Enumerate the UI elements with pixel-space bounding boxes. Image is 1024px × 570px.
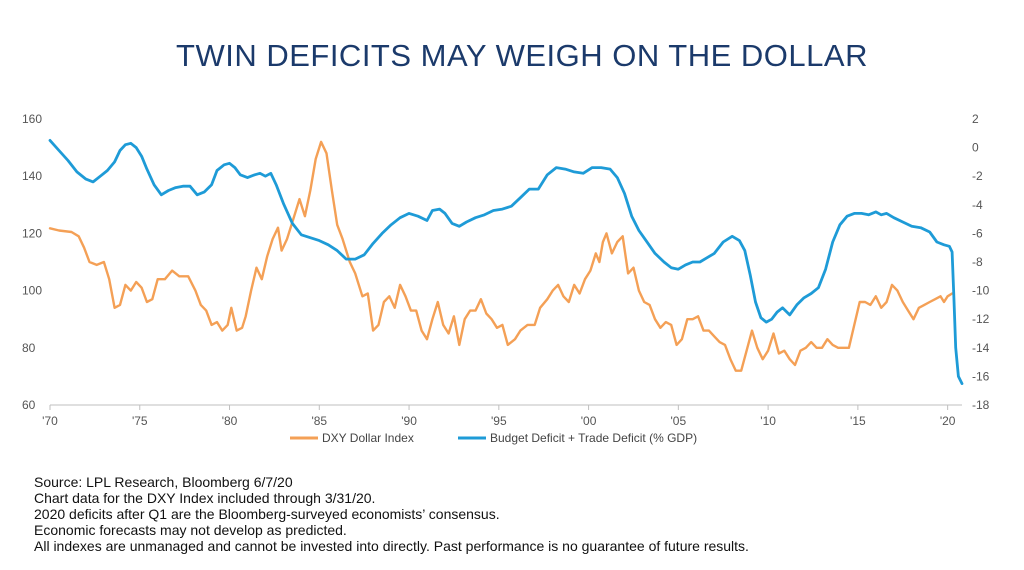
x-tick-label: '10 [760, 414, 776, 428]
right-tick-label: -18 [972, 398, 990, 412]
left-tick-label: 160 [22, 112, 42, 126]
x-tick-label: '00 [581, 414, 597, 428]
left-tick-label: 60 [22, 398, 36, 412]
chart-notes: Source: LPL Research, Bloomberg 6/7/20 C… [34, 474, 749, 554]
x-tick-label: '70 [42, 414, 58, 428]
x-tick-label: '15 [850, 414, 866, 428]
left-tick-label: 100 [22, 284, 42, 298]
left-tick-label: 80 [22, 341, 36, 355]
disclaimer-note: All indexes are unmanaged and cannot be … [34, 538, 749, 554]
right-tick-label: -16 [972, 369, 990, 383]
right-axis-ticks: 2 0 -2 -4 -6 -8 -10 -12 -14 -16 -18 [972, 112, 990, 412]
x-tick-label: '20 [940, 414, 956, 428]
x-tick-label: '05 [671, 414, 687, 428]
right-tick-label: 2 [972, 112, 979, 126]
deficit-consensus-note: 2020 deficits after Q1 are the Bloomberg… [34, 506, 500, 522]
twin-deficits-chart: 60 80 100 120 140 160 2 0 -2 -4 -6 -8 -10 -12 -14 -16 -… [22, 112, 990, 445]
x-tick-label: '75 [132, 414, 148, 428]
x-axis-ticks: '70 '75 '80 '85 '90 '95 '00 '05 '10 '15 '20 [42, 405, 956, 428]
right-tick-label: -14 [972, 341, 990, 355]
x-tick-label: '85 [311, 414, 327, 428]
chart-legend: DXY Dollar Index Budget Deficit + Trade … [290, 431, 697, 445]
left-axis-ticks: 60 80 100 120 140 160 [22, 112, 42, 412]
right-tick-label: -12 [972, 312, 990, 326]
dxy-data-note: Chart data for the DXY Index included th… [34, 490, 376, 506]
right-tick-label: 0 [972, 141, 979, 155]
x-tick-label: '80 [222, 414, 238, 428]
right-tick-label: -6 [972, 226, 983, 240]
x-tick-label: '90 [401, 414, 417, 428]
dxy-dollar-index-line [48, 140, 954, 372]
x-tick-label: '95 [491, 414, 507, 428]
legend-deficit-label: Budget Deficit + Trade Deficit (% GDP) [490, 431, 697, 445]
legend-dxy-label: DXY Dollar Index [322, 431, 414, 445]
left-tick-label: 120 [22, 226, 42, 240]
forecast-note: Economic forecasts may not develop as pr… [34, 522, 347, 538]
source-note: Source: LPL Research, Bloomberg 6/7/20 [34, 474, 293, 490]
right-tick-label: -8 [972, 255, 983, 269]
chart-title: TWIN DEFICITS MAY WEIGH ON THE DOLLAR [176, 38, 868, 73]
series-layer [48, 139, 964, 385]
deficit-line [48, 139, 964, 385]
right-tick-label: -4 [972, 198, 983, 212]
left-tick-label: 140 [22, 169, 42, 183]
right-tick-label: -2 [972, 169, 983, 183]
right-tick-label: -10 [972, 284, 990, 298]
